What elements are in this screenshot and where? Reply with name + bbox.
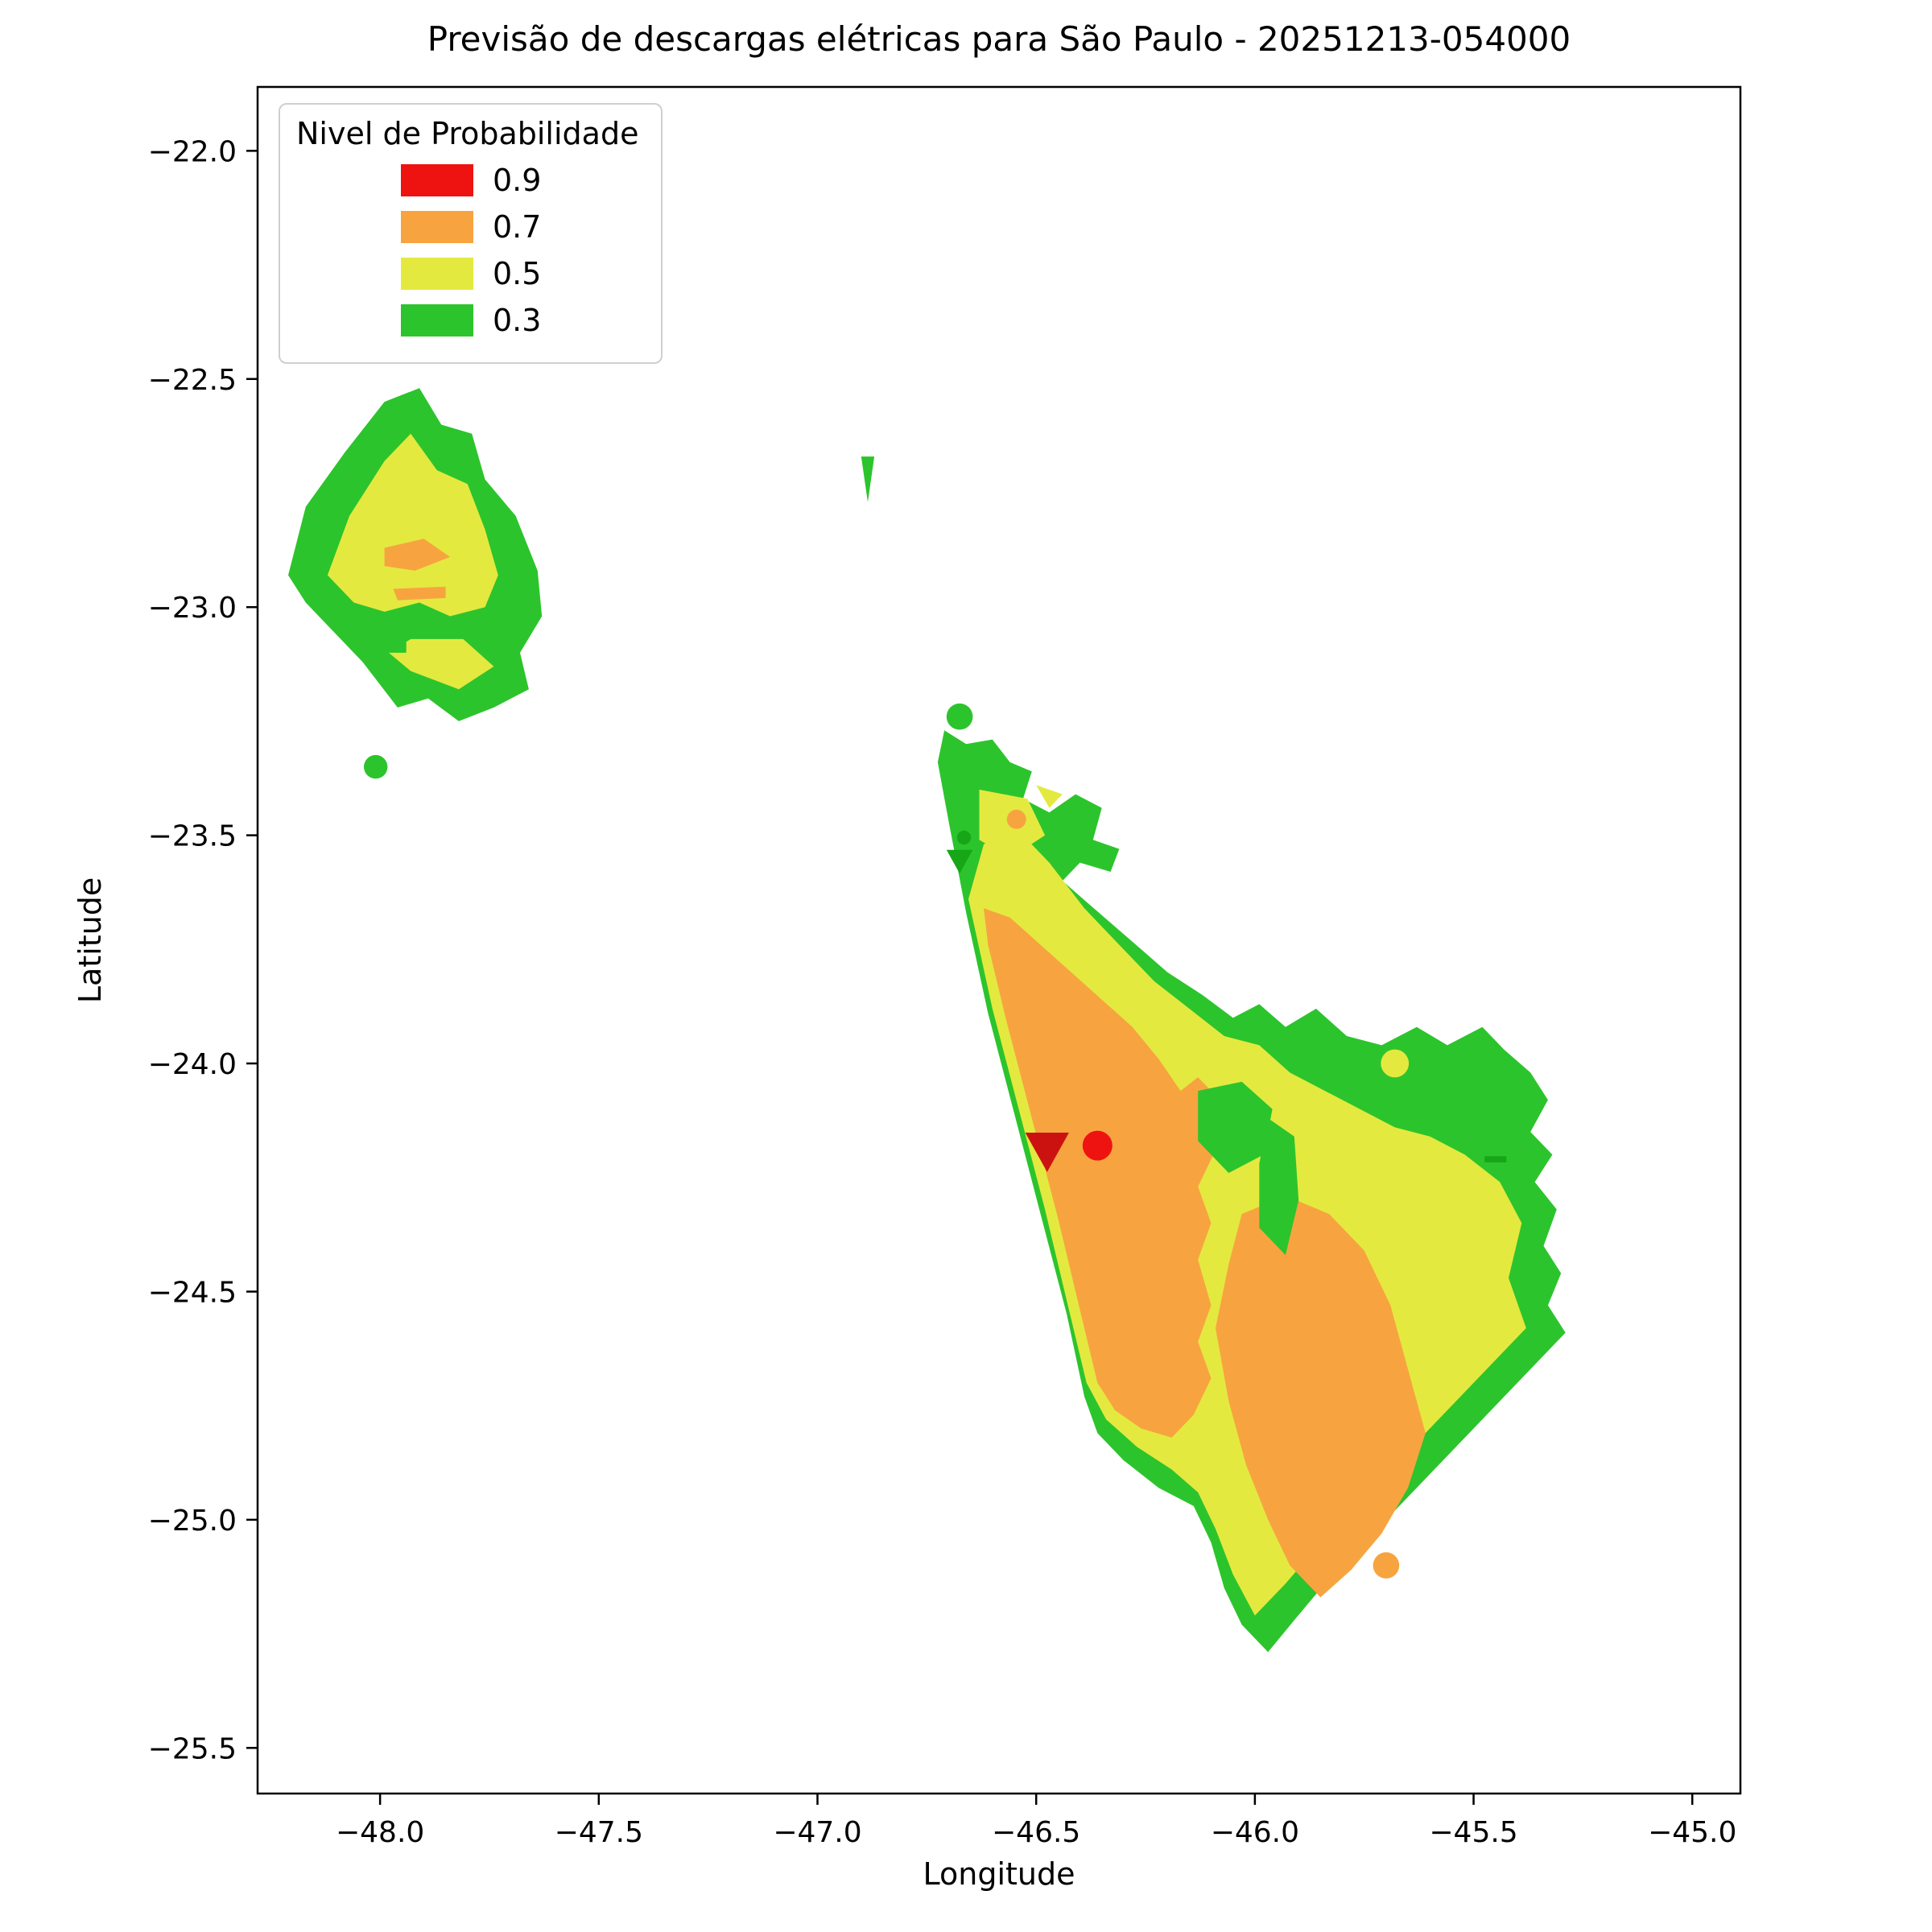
contour-region-northwest-cell-mid-south (389, 638, 494, 690)
legend-item-label: 0.9 (493, 163, 542, 198)
contour-region-top-center-sliver (861, 456, 875, 502)
contour-region-yellow-dot-east (1381, 1049, 1410, 1078)
contour-region-northwest-cell-mid (327, 433, 498, 617)
axes-border (256, 85, 1742, 1795)
legend-item-0.7: 0.7 (401, 209, 638, 245)
dark-green-dash (1484, 1156, 1507, 1162)
x-tick-label: −46.5 (992, 1816, 1080, 1849)
red-triangle-marker (1025, 1133, 1069, 1172)
legend-item-label: 0.3 (493, 303, 542, 338)
legend-title: Nivel de Probabilidade (296, 116, 639, 151)
red-circle-marker (1082, 1130, 1113, 1161)
contour-region-orange-dot-south (1254, 1442, 1278, 1465)
legend-swatch-icon (401, 211, 473, 243)
y-tick-label: −24.0 (148, 1048, 237, 1081)
contour-region-orange-dot-bottom (1373, 1552, 1400, 1579)
x-tick-label: −48.0 (336, 1816, 424, 1849)
y-tick-label: −22.0 (148, 135, 237, 168)
legend-swatch-icon (401, 258, 473, 290)
x-tick-label: −46.0 (1211, 1816, 1299, 1849)
legend-item-0.5: 0.5 (401, 256, 638, 291)
contour-region-southeast-cell-mid-arm (1036, 785, 1063, 808)
x-axis-label: Longitude (923, 1856, 1075, 1892)
legend-item-label: 0.5 (493, 256, 542, 291)
y-tick-label: −23.5 (148, 820, 237, 853)
dark-green-dot (956, 830, 972, 845)
legend-swatch-icon (401, 164, 473, 196)
y-axis-label: Latitude (72, 877, 108, 1004)
contour-region-southeast-green-hole-a (1198, 1081, 1273, 1174)
legend-items: 0.9 0.7 0.5 0.3 (296, 163, 638, 338)
contour-layer (288, 388, 1566, 1653)
x-tick-label: −45.0 (1648, 1816, 1736, 1849)
y-tick-label: −23.0 (148, 592, 237, 625)
chart-title: Previsão de descargas elétricas para São… (427, 19, 1571, 59)
contour-region-orange-dot-top (1006, 809, 1026, 829)
contour-region-northwest-cell-core-a (384, 539, 451, 571)
contour-region-northwest-cell-green-hole (371, 621, 407, 653)
legend-item-label: 0.7 (493, 209, 542, 245)
x-tick-label: −45.5 (1429, 1816, 1517, 1849)
legend-item-0.9: 0.9 (401, 163, 638, 198)
y-tick-label: −22.5 (148, 364, 237, 397)
y-tick-label: −25.0 (148, 1505, 237, 1538)
y-tick-label: −24.5 (148, 1276, 237, 1309)
contour-region-northwest-cell-core-b (393, 586, 446, 601)
contour-region-southeast-top-dot (946, 703, 973, 730)
legend-item-0.3: 0.3 (401, 303, 638, 338)
contour-region-southeast-green-hole-b (1259, 1118, 1299, 1256)
dark-green-triangle (946, 849, 973, 874)
x-tick-label: −47.0 (773, 1816, 861, 1849)
contour-region-southeast-cell-core-west (984, 908, 1216, 1438)
contour-region-northwest-small-dot (364, 754, 388, 779)
x-tick-label: −47.5 (555, 1816, 643, 1849)
contour-region-southeast-cell-core-east (1216, 1195, 1426, 1598)
legend: Nivel de Probabilidade 0.9 0.7 0.5 0.3 (279, 103, 663, 364)
y-tick-label: −25.5 (148, 1732, 237, 1765)
legend-swatch-icon (401, 304, 473, 336)
